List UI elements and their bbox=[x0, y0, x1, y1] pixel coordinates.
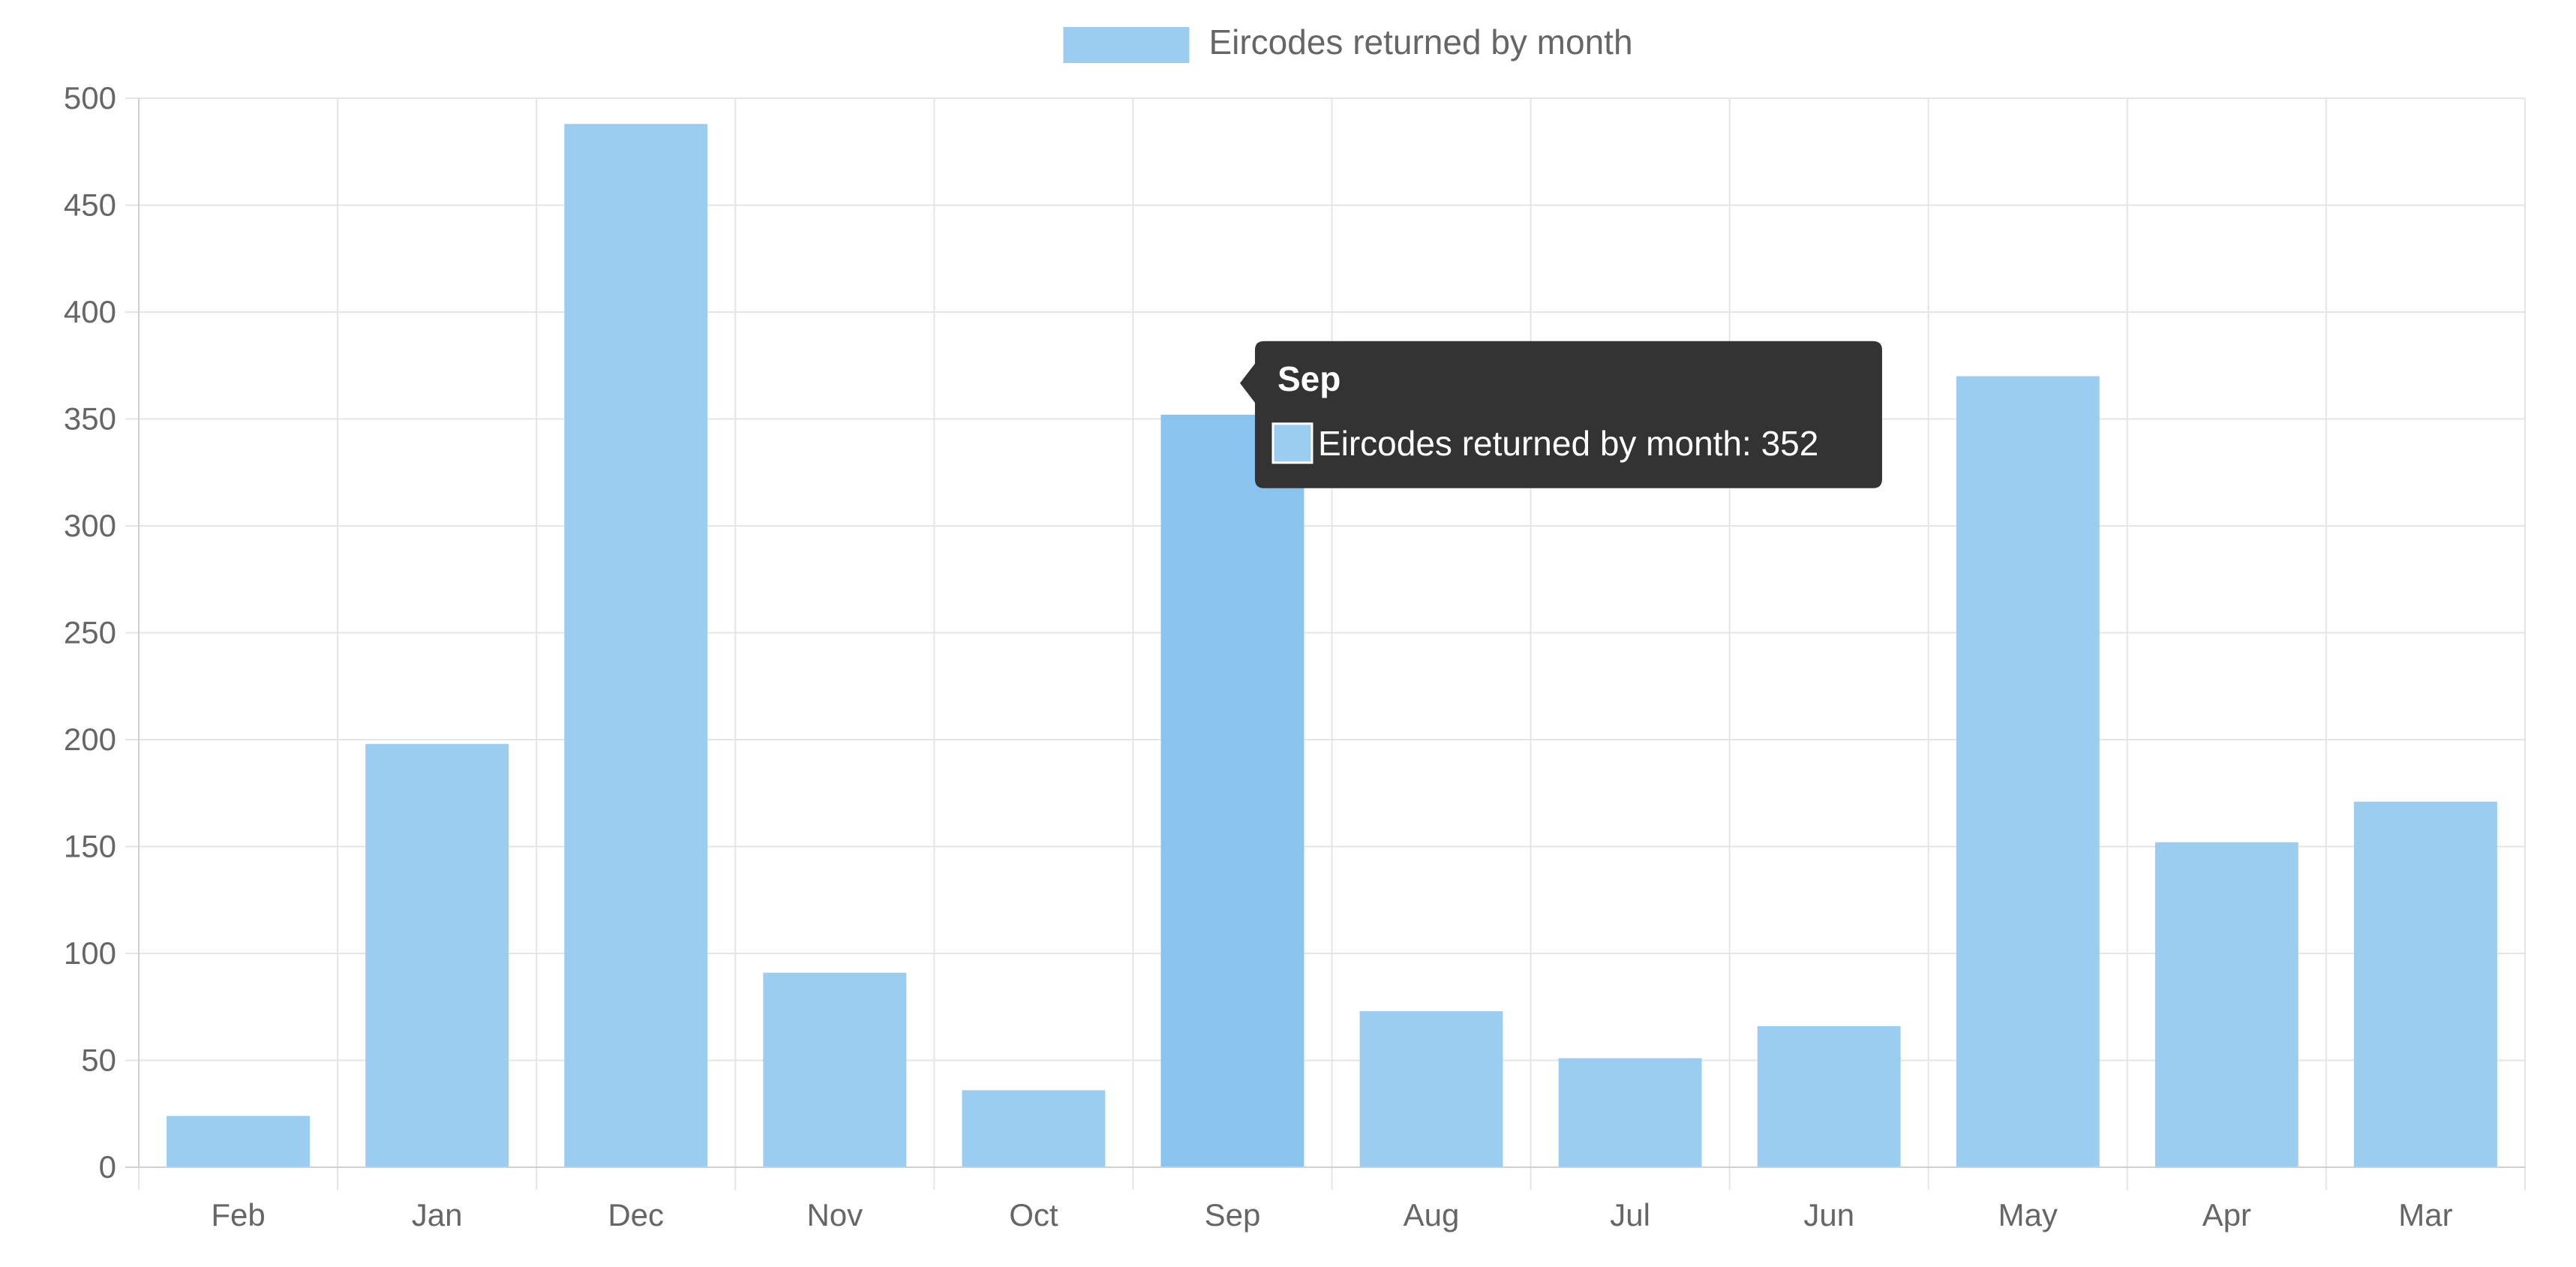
y-tick-label: 350 bbox=[64, 401, 116, 437]
x-tick-label: Jun bbox=[1803, 1197, 1854, 1232]
y-tick-label: 450 bbox=[64, 188, 116, 223]
y-tick-label: 250 bbox=[64, 615, 116, 650]
tooltip: Sep Eircodes returned by month: 352 bbox=[1239, 341, 1882, 488]
bar-nov bbox=[763, 972, 907, 1167]
legend-swatch[interactable] bbox=[1063, 27, 1190, 63]
tooltip-swatch bbox=[1271, 422, 1314, 464]
x-axis: Feb Jan Dec Nov Oct Sep Aug Jul Jun May Apr Mar bbox=[125, 1166, 2525, 1232]
bar-feb bbox=[167, 1115, 310, 1167]
y-tick-label: 300 bbox=[64, 508, 116, 543]
y-tick-label: 50 bbox=[81, 1043, 116, 1078]
x-tick-label: Apr bbox=[2202, 1197, 2251, 1232]
bar-aug bbox=[1359, 1010, 1503, 1167]
bar-jan bbox=[365, 743, 509, 1167]
y-axis: 0 50 100 150 200 250 300 350 400 450 500 bbox=[64, 80, 140, 1184]
y-tick-label: 200 bbox=[64, 722, 116, 757]
y-tick-label: 100 bbox=[64, 935, 116, 971]
bar-sep bbox=[1160, 414, 1305, 1167]
tooltip-box bbox=[1239, 341, 1882, 488]
y-tick-label: 500 bbox=[64, 80, 116, 116]
bar-apr bbox=[2154, 842, 2298, 1167]
x-tick-label: Sep bbox=[1205, 1197, 1261, 1232]
x-tick-label: Aug bbox=[1404, 1197, 1460, 1232]
x-tick-label: May bbox=[1998, 1197, 2058, 1232]
legend[interactable]: Eircodes returned by month bbox=[1063, 23, 1633, 63]
y-tick-label: 0 bbox=[99, 1149, 116, 1184]
x-tick-label: Nov bbox=[806, 1197, 863, 1232]
legend-label[interactable]: Eircodes returned by month bbox=[1208, 23, 1632, 62]
x-tick-label: Mar bbox=[2398, 1197, 2452, 1232]
x-tick-label: Jul bbox=[1610, 1197, 1650, 1232]
x-tick-label: Jan bbox=[412, 1197, 463, 1232]
bar-jun bbox=[1757, 1025, 1901, 1167]
bars bbox=[167, 124, 2497, 1168]
tooltip-title: Sep bbox=[1277, 359, 1341, 398]
bar-dec bbox=[564, 124, 708, 1168]
x-tick-label: Oct bbox=[1009, 1197, 1058, 1232]
bar-jul bbox=[1558, 1058, 1702, 1167]
tooltip-label: Eircodes returned by month: 352 bbox=[1318, 424, 1818, 463]
bar-mar bbox=[2354, 801, 2497, 1167]
x-tick-label: Dec bbox=[608, 1197, 664, 1232]
x-tick-label: Feb bbox=[211, 1197, 265, 1232]
bar-oct bbox=[962, 1090, 1106, 1167]
y-tick-label: 400 bbox=[64, 294, 116, 329]
bar-may bbox=[1956, 376, 2100, 1167]
y-tick-label: 150 bbox=[64, 829, 116, 864]
